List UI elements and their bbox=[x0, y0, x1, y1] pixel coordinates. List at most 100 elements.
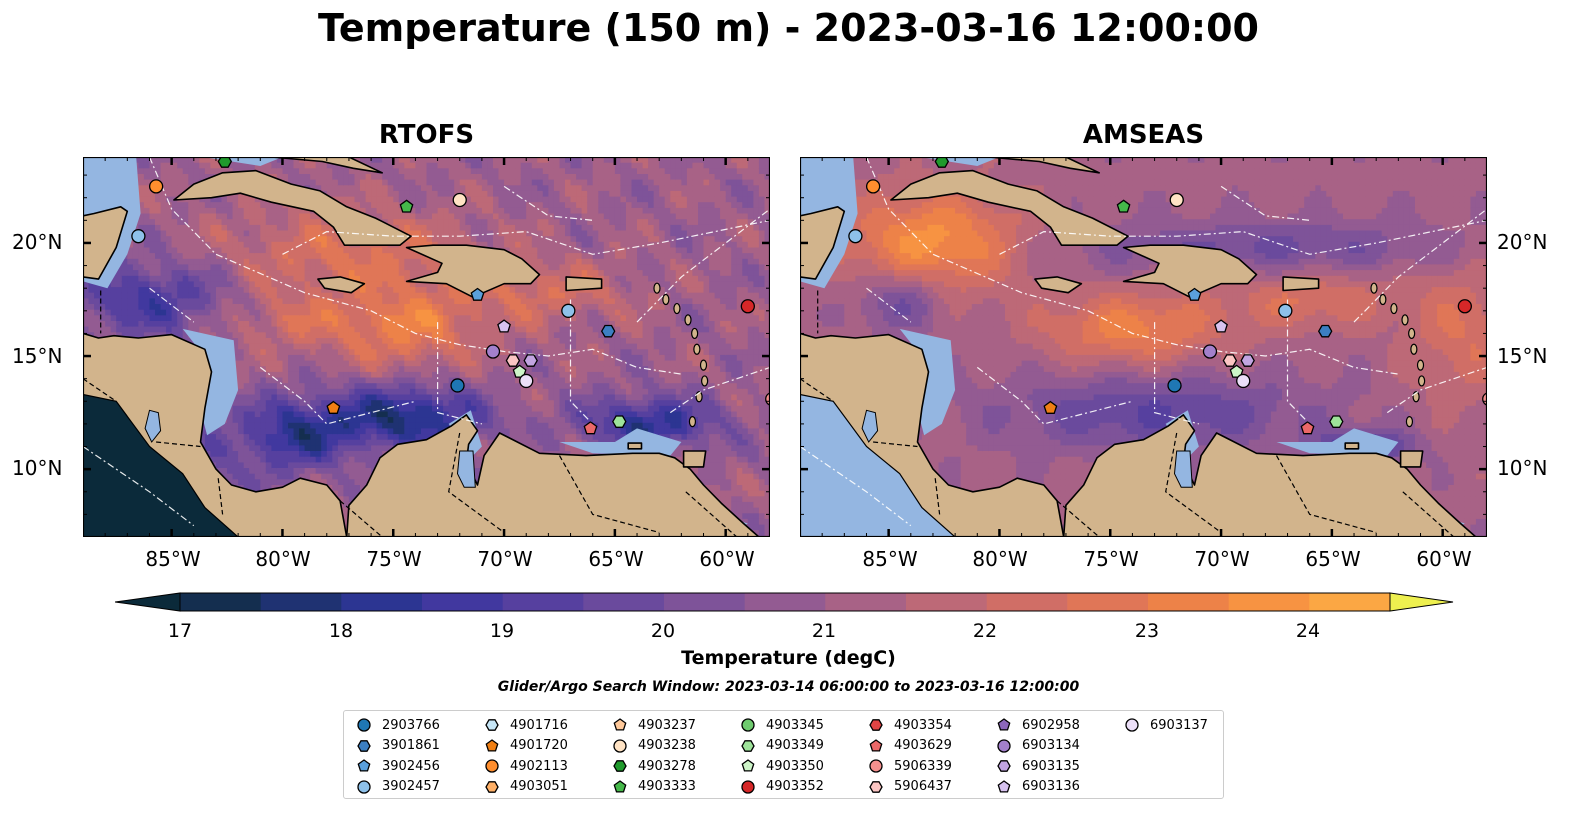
platform-4903238[interactable] bbox=[1169, 192, 1184, 208]
platform-6903136[interactable] bbox=[1214, 319, 1228, 333]
legend-marker-4903238[interactable] bbox=[613, 738, 627, 753]
eez-boundary bbox=[149, 287, 195, 323]
platform-6903137[interactable] bbox=[1236, 373, 1251, 389]
legend-label: 2903766 bbox=[382, 717, 440, 733]
legend-label: 4903349 bbox=[766, 738, 824, 753]
eez-boundary bbox=[569, 299, 594, 425]
legend-label: 5906339 bbox=[894, 758, 952, 774]
platform-4901720[interactable] bbox=[1043, 400, 1058, 414]
legend-marker-4903051[interactable] bbox=[485, 780, 499, 793]
legend-marker-6903135[interactable] bbox=[997, 760, 1011, 772]
platform-4903352[interactable] bbox=[740, 299, 755, 314]
colorbar-tick: 18 bbox=[328, 620, 354, 642]
platform-3901861[interactable] bbox=[1317, 324, 1333, 338]
platform-4903352[interactable] bbox=[1457, 299, 1472, 314]
colorbar-tick: 17 bbox=[167, 620, 193, 642]
legend-item: 4903349 bbox=[740, 736, 824, 756]
eez-boundary bbox=[669, 366, 770, 414]
platform-6903135[interactable] bbox=[1240, 354, 1255, 367]
legend-marker-4903345[interactable] bbox=[741, 718, 755, 732]
legend-item: 4901716 bbox=[484, 715, 568, 735]
colorbar-tick: 23 bbox=[1134, 620, 1160, 642]
legend-label: 6903135 bbox=[1022, 758, 1080, 774]
platform-6903134[interactable] bbox=[1202, 344, 1218, 359]
land-jamaica bbox=[1034, 276, 1083, 294]
platform-4903333[interactable] bbox=[1116, 199, 1131, 213]
antilles-island bbox=[673, 302, 681, 315]
platform-3902457[interactable] bbox=[1278, 303, 1293, 318]
antilles-island bbox=[701, 375, 709, 387]
lake bbox=[1173, 450, 1193, 488]
legend-item: 5906339 bbox=[868, 756, 952, 776]
platform-6903137[interactable] bbox=[519, 373, 534, 389]
lon-label-right: 85°W bbox=[862, 547, 918, 571]
platform-3902457[interactable] bbox=[131, 229, 146, 244]
platform-4903349[interactable] bbox=[612, 415, 627, 428]
platform-3902457[interactable] bbox=[848, 229, 863, 244]
legend-marker-icon bbox=[613, 760, 627, 772]
platform-4903350[interactable] bbox=[512, 364, 527, 378]
temperature-map-rtofs bbox=[83, 157, 770, 537]
legend-marker-4902113[interactable] bbox=[485, 759, 499, 773]
legend-item: 2903766 bbox=[356, 715, 440, 735]
legend-label: 6903134 bbox=[1022, 738, 1080, 753]
platform-4903629[interactable] bbox=[583, 421, 598, 435]
lon-label-right: 65°W bbox=[1305, 547, 1361, 571]
legend-marker-4901720[interactable] bbox=[485, 738, 499, 752]
colorbar-segment bbox=[744, 593, 826, 611]
platform-2903766[interactable] bbox=[450, 378, 465, 393]
platform-4903349[interactable] bbox=[1329, 415, 1344, 428]
legend-marker-2903766[interactable] bbox=[357, 718, 371, 732]
legend-marker-6903136[interactable] bbox=[997, 779, 1011, 793]
platform-5906437[interactable] bbox=[1222, 354, 1238, 367]
platform-4903350[interactable] bbox=[1229, 364, 1244, 378]
legend-label: 4903354 bbox=[894, 717, 952, 733]
legend-marker-3902457[interactable] bbox=[357, 779, 371, 794]
platform-4903278[interactable] bbox=[934, 157, 950, 168]
platform-4903629[interactable] bbox=[1300, 421, 1315, 435]
platform-3901861[interactable] bbox=[600, 324, 616, 338]
platform-3902456[interactable] bbox=[1187, 287, 1202, 301]
legend-marker-6902958[interactable] bbox=[997, 718, 1011, 731]
legend-marker-4903629[interactable] bbox=[869, 738, 883, 752]
country-border bbox=[448, 432, 505, 533]
legend-marker-4901716[interactable] bbox=[485, 719, 499, 731]
legend-marker-3902456[interactable] bbox=[357, 759, 371, 772]
platform-4901720[interactable] bbox=[326, 400, 341, 414]
legend-marker-5906339[interactable] bbox=[869, 759, 883, 773]
legend-marker-5906437[interactable] bbox=[869, 780, 883, 793]
map-panel-rtofs[interactable] bbox=[83, 157, 770, 537]
platform-6903136[interactable] bbox=[497, 319, 511, 333]
platform-4902113[interactable] bbox=[148, 179, 164, 194]
platform-4903333[interactable] bbox=[399, 199, 414, 213]
legend-marker-4903278[interactable] bbox=[613, 760, 627, 772]
colorbar-segment bbox=[1148, 593, 1230, 611]
legend-marker-4903352[interactable] bbox=[741, 779, 755, 794]
platform-6903134[interactable] bbox=[485, 344, 501, 359]
legend-marker-4903333[interactable] bbox=[613, 779, 627, 793]
legend-marker-4903237[interactable] bbox=[613, 718, 627, 731]
legend-marker-6903137[interactable] bbox=[1125, 718, 1139, 732]
colorbar-segment bbox=[260, 593, 342, 611]
legend-label: 5906437 bbox=[894, 779, 952, 794]
platform-4903278[interactable] bbox=[217, 157, 233, 168]
platform-5906437[interactable] bbox=[505, 354, 521, 367]
colorbar-segment bbox=[906, 593, 988, 611]
colorbar-tick: 19 bbox=[489, 620, 515, 642]
legend-marker-3901861[interactable] bbox=[357, 739, 371, 752]
platform-markers bbox=[848, 157, 1487, 435]
platform-3902456[interactable] bbox=[470, 287, 485, 301]
platform-4902113[interactable] bbox=[865, 179, 881, 194]
legend-marker-4903349[interactable] bbox=[741, 739, 755, 752]
platform-4903238[interactable] bbox=[452, 192, 467, 208]
antilles-island bbox=[1370, 282, 1378, 294]
platform-2903766[interactable] bbox=[1167, 378, 1182, 393]
platform-6903135[interactable] bbox=[523, 354, 538, 367]
lon-label-right: 80°W bbox=[972, 547, 1028, 571]
legend-marker-4903350[interactable] bbox=[741, 759, 755, 772]
legend-marker-6903134[interactable] bbox=[997, 738, 1011, 753]
legend-marker-4903354[interactable] bbox=[869, 719, 883, 731]
platform-3902457[interactable] bbox=[561, 303, 576, 318]
map-panel-amseas[interactable] bbox=[800, 157, 1487, 537]
legend-item: 6903136 bbox=[996, 777, 1080, 797]
